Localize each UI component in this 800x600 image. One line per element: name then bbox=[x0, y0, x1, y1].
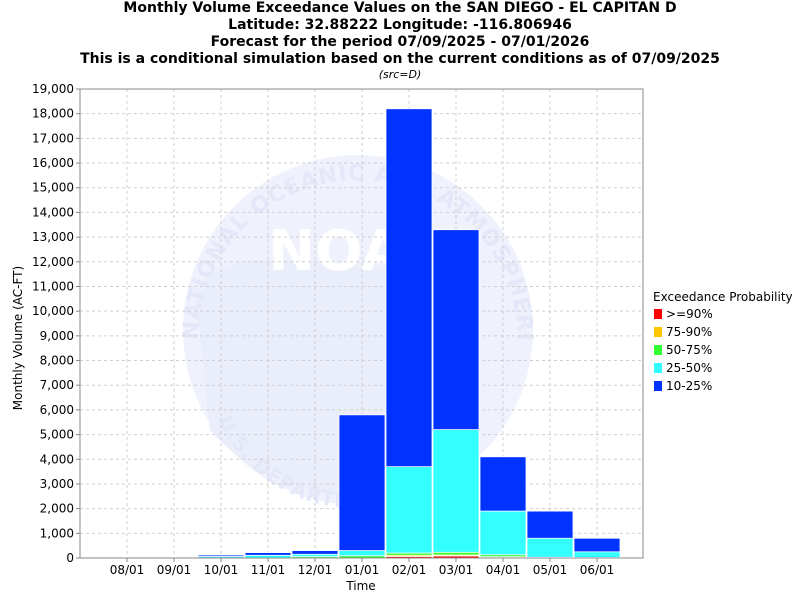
y-tick-label: 6,000 bbox=[40, 403, 74, 417]
legend-swatch bbox=[654, 381, 662, 391]
legend: Exceedance Probability >=90% 75-90% 50-75%… bbox=[653, 290, 793, 393]
y-tick-label: 17,000 bbox=[32, 131, 74, 145]
bar-2550-04-01 bbox=[479, 510, 527, 559]
chart-subtitle: (src=D) bbox=[378, 68, 422, 81]
title-line-3: Forecast for the period 07/09/2025 - 07/… bbox=[210, 34, 590, 50]
y-tick-label: 18,000 bbox=[32, 107, 74, 121]
legend-entry: 25-50% bbox=[666, 361, 712, 375]
legend-swatch bbox=[654, 363, 662, 373]
grid-lines bbox=[80, 88, 643, 558]
x-tick-label: 08/01 bbox=[110, 563, 145, 577]
x-tick-label: 04/01 bbox=[486, 563, 521, 577]
y-tick-label: 13,000 bbox=[32, 230, 74, 244]
title-line-4: This is a conditional simulation based o… bbox=[80, 51, 720, 67]
y-tick-label: 11,000 bbox=[32, 279, 74, 293]
bar-stacks bbox=[103, 108, 621, 559]
x-tick-label: 03/01 bbox=[439, 563, 474, 577]
bar-2550-02-01 bbox=[385, 466, 433, 559]
y-tick-label: 3,000 bbox=[40, 477, 74, 491]
x-tick-label: 02/01 bbox=[392, 563, 427, 577]
bar-2550-05-01 bbox=[526, 537, 574, 559]
y-tick-label: 15,000 bbox=[32, 181, 74, 195]
legend-title: Exceedance Probability bbox=[653, 290, 793, 304]
x-axis: 08/01 09/01 10/01 11/01 12/01 01/01 02/01 03/01… bbox=[110, 558, 615, 577]
y-tick-label: 19,000 bbox=[32, 82, 74, 96]
bar-2550-06-01 bbox=[573, 551, 621, 559]
x-tick-label: 10/01 bbox=[204, 563, 239, 577]
bar-1025-01-01 bbox=[338, 414, 386, 559]
title-line-1: Monthly Volume Exceedance Values on the … bbox=[123, 0, 677, 16]
y-tick-label: 16,000 bbox=[32, 156, 74, 170]
x-tick-label: 01/01 bbox=[345, 563, 380, 577]
y-tick-label: 12,000 bbox=[32, 255, 74, 269]
y-axis: 0 1,000 2,000 3,000 4,000 5,000 6,000 7,000 8,00… bbox=[32, 82, 80, 565]
x-tick-label: 06/01 bbox=[580, 563, 615, 577]
legend-entry: 50-75% bbox=[666, 343, 712, 357]
legend-swatch bbox=[654, 345, 662, 355]
legend-swatch bbox=[654, 309, 662, 319]
bar-2550-03-01 bbox=[432, 429, 480, 559]
y-tick-label: 8,000 bbox=[40, 354, 74, 368]
y-tick-label: 10,000 bbox=[32, 304, 74, 318]
y-tick-label: 1,000 bbox=[40, 526, 74, 540]
legend-entry: 10-25% bbox=[666, 379, 712, 393]
x-tick-label: 11/01 bbox=[251, 563, 286, 577]
legend-swatch bbox=[654, 327, 662, 337]
x-tick-label: 12/01 bbox=[298, 563, 333, 577]
title-line-2: Latitude: 32.88222 Longitude: -116.80694… bbox=[228, 17, 572, 33]
legend-entry: >=90% bbox=[666, 307, 713, 321]
y-tick-label: 5,000 bbox=[40, 428, 74, 442]
y-axis-label: Monthly Volume (AC-FT) bbox=[11, 266, 25, 410]
y-tick-label: 14,000 bbox=[32, 205, 74, 219]
x-tick-label: 05/01 bbox=[533, 563, 568, 577]
legend-entry: 75-90% bbox=[666, 325, 712, 339]
x-axis-label: Time bbox=[345, 579, 375, 593]
y-tick-label: 9,000 bbox=[40, 329, 74, 343]
y-tick-label: 7,000 bbox=[40, 378, 74, 392]
x-tick-label: 09/01 bbox=[157, 563, 192, 577]
y-tick-label: 0 bbox=[66, 551, 74, 565]
chart-titles: Monthly Volume Exceedance Values on the … bbox=[0, 0, 800, 82]
y-tick-label: 2,000 bbox=[40, 502, 74, 516]
y-tick-label: 4,000 bbox=[40, 452, 74, 466]
